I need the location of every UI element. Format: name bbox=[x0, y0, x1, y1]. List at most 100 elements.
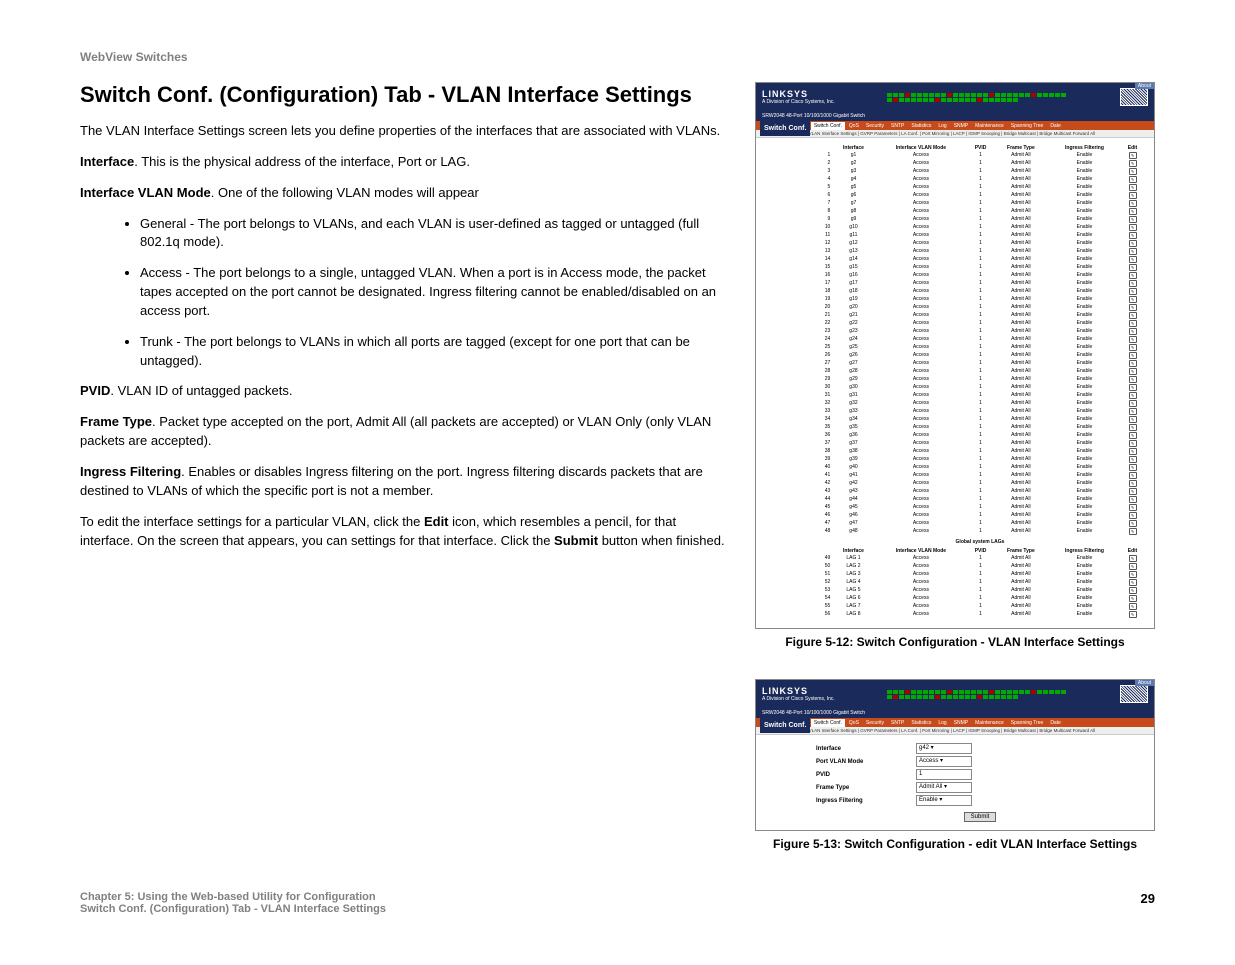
edit-icon[interactable]: ✎ bbox=[1129, 352, 1137, 359]
field-pvid: PVID 1 bbox=[816, 769, 1144, 780]
edit-icon[interactable]: ✎ bbox=[1129, 240, 1137, 247]
edit-icon[interactable]: ✎ bbox=[1129, 160, 1137, 167]
edit-icon[interactable]: ✎ bbox=[1129, 200, 1137, 207]
tab-date[interactable]: Date bbox=[1047, 719, 1064, 727]
table-row: 11g11Access1Admit AllEnable✎ bbox=[816, 231, 1144, 239]
tab-maintenance[interactable]: Maintenance bbox=[972, 719, 1007, 727]
edit-icon[interactable]: ✎ bbox=[1129, 376, 1137, 383]
edit-icon[interactable]: ✎ bbox=[1129, 192, 1137, 199]
tab-statistics[interactable]: Statistics bbox=[908, 122, 934, 130]
edit-icon[interactable]: ✎ bbox=[1129, 312, 1137, 319]
edit-icon[interactable]: ✎ bbox=[1129, 400, 1137, 407]
edit-icon[interactable]: ✎ bbox=[1129, 611, 1137, 618]
edit-icon[interactable]: ✎ bbox=[1129, 344, 1137, 351]
tab-date[interactable]: Date bbox=[1047, 122, 1064, 130]
edit-icon[interactable]: ✎ bbox=[1129, 360, 1137, 367]
edit-icon[interactable]: ✎ bbox=[1129, 152, 1137, 159]
edit-icon[interactable]: ✎ bbox=[1129, 448, 1137, 455]
edit-icon[interactable]: ✎ bbox=[1129, 456, 1137, 463]
ingress-filter-select[interactable]: Enable ▾ bbox=[916, 795, 972, 806]
main-tabs[interactable]: Sys. Info.IP Conf.Switch Conf.QoSSecurit… bbox=[756, 121, 1154, 130]
table-row: 17g17Access1Admit AllEnable✎ bbox=[816, 279, 1144, 287]
edit-icon[interactable]: ✎ bbox=[1129, 520, 1137, 527]
edit-icon[interactable]: ✎ bbox=[1129, 424, 1137, 431]
tab-maintenance[interactable]: Maintenance bbox=[972, 122, 1007, 130]
about-link[interactable]: About bbox=[1135, 680, 1154, 686]
main-tabs[interactable]: Sys. Info.IP Conf.Switch Conf.QoSSecurit… bbox=[756, 718, 1154, 727]
vlan-mode-select[interactable]: Access ▾ bbox=[916, 756, 972, 767]
table-row: 51LAG 3Access1Admit AllEnable✎ bbox=[816, 570, 1144, 578]
tab-security[interactable]: Security bbox=[863, 122, 887, 130]
edit-icon[interactable]: ✎ bbox=[1129, 320, 1137, 327]
edit-icon[interactable]: ✎ bbox=[1129, 408, 1137, 415]
side-nav-label: Switch Conf. bbox=[760, 121, 810, 136]
tab-spanning-tree[interactable]: Spanning Tree bbox=[1008, 122, 1047, 130]
edit-icon[interactable]: ✎ bbox=[1129, 432, 1137, 439]
tab-log[interactable]: Log bbox=[935, 122, 949, 130]
list-item: General - The port belongs to VLANs, and… bbox=[140, 215, 725, 253]
edit-icon[interactable]: ✎ bbox=[1129, 224, 1137, 231]
edit-icon[interactable]: ✎ bbox=[1129, 296, 1137, 303]
edit-icon[interactable]: ✎ bbox=[1129, 440, 1137, 447]
tab-spanning-tree[interactable]: Spanning Tree bbox=[1008, 719, 1047, 727]
sub-tabs[interactable]: Interface Conf. | VLAN | VLAN Interface … bbox=[756, 130, 1154, 138]
tab-sntp[interactable]: SNTP bbox=[888, 122, 907, 130]
edit-icon[interactable]: ✎ bbox=[1129, 579, 1137, 586]
edit-icon[interactable]: ✎ bbox=[1129, 603, 1137, 610]
edit-icon[interactable]: ✎ bbox=[1129, 368, 1137, 375]
edit-icon[interactable]: ✎ bbox=[1129, 232, 1137, 239]
edit-icon[interactable]: ✎ bbox=[1129, 288, 1137, 295]
table-row: 36g36Access1Admit AllEnable✎ bbox=[816, 431, 1144, 439]
tab-qos[interactable]: QoS bbox=[846, 719, 862, 727]
table-row: 41g41Access1Admit AllEnable✎ bbox=[816, 471, 1144, 479]
tab-switch-conf-[interactable]: Switch Conf. bbox=[811, 122, 845, 130]
edit-icon[interactable]: ✎ bbox=[1129, 280, 1137, 287]
edit-icon[interactable]: ✎ bbox=[1129, 264, 1137, 271]
edit-icon[interactable]: ✎ bbox=[1129, 472, 1137, 479]
tab-statistics[interactable]: Statistics bbox=[908, 719, 934, 727]
edit-icon[interactable]: ✎ bbox=[1129, 563, 1137, 570]
edit-icon[interactable]: ✎ bbox=[1129, 176, 1137, 183]
edit-icon[interactable]: ✎ bbox=[1129, 208, 1137, 215]
edit-icon[interactable]: ✎ bbox=[1129, 392, 1137, 399]
tab-sntp[interactable]: SNTP bbox=[888, 719, 907, 727]
edit-icon[interactable]: ✎ bbox=[1129, 488, 1137, 495]
edit-icon[interactable]: ✎ bbox=[1129, 248, 1137, 255]
table-row: 21g21Access1Admit AllEnable✎ bbox=[816, 311, 1144, 319]
edit-icon[interactable]: ✎ bbox=[1129, 304, 1137, 311]
edit-icon[interactable]: ✎ bbox=[1129, 555, 1137, 562]
tab-snmp[interactable]: SNMP bbox=[951, 719, 971, 727]
edit-icon[interactable]: ✎ bbox=[1129, 480, 1137, 487]
edit-icon[interactable]: ✎ bbox=[1129, 528, 1137, 535]
tab-security[interactable]: Security bbox=[863, 719, 887, 727]
lag-table: InterfaceInterface VLAN ModePVIDFrame Ty… bbox=[816, 547, 1144, 618]
figure-5-13-caption: Figure 5-13: Switch Configuration - edit… bbox=[755, 837, 1155, 851]
edit-icon[interactable]: ✎ bbox=[1129, 416, 1137, 423]
edit-icon[interactable]: ✎ bbox=[1129, 168, 1137, 175]
edit-icon[interactable]: ✎ bbox=[1129, 504, 1137, 511]
edit-icon[interactable]: ✎ bbox=[1129, 216, 1137, 223]
edit-icon[interactable]: ✎ bbox=[1129, 464, 1137, 471]
tab-qos[interactable]: QoS bbox=[846, 122, 862, 130]
frame-type-select[interactable]: Admit All ▾ bbox=[916, 782, 972, 793]
submit-button[interactable]: Submit bbox=[964, 812, 997, 822]
tab-switch-conf-[interactable]: Switch Conf. bbox=[811, 719, 845, 727]
edit-icon[interactable]: ✎ bbox=[1129, 328, 1137, 335]
edit-icon[interactable]: ✎ bbox=[1129, 384, 1137, 391]
edit-icon[interactable]: ✎ bbox=[1129, 256, 1137, 263]
edit-icon[interactable]: ✎ bbox=[1129, 512, 1137, 519]
edit-icon[interactable]: ✎ bbox=[1129, 587, 1137, 594]
edit-icon[interactable]: ✎ bbox=[1129, 496, 1137, 503]
field-interface: Interface g42 ▾ bbox=[816, 743, 1144, 754]
edit-icon[interactable]: ✎ bbox=[1129, 571, 1137, 578]
sub-tabs[interactable]: Interface Conf. | VLAN | VLAN Interface … bbox=[756, 727, 1154, 735]
pvid-input[interactable]: 1 bbox=[916, 769, 972, 780]
edit-icon[interactable]: ✎ bbox=[1129, 184, 1137, 191]
edit-icon[interactable]: ✎ bbox=[1129, 595, 1137, 602]
about-link[interactable]: About bbox=[1135, 83, 1154, 89]
tab-log[interactable]: Log bbox=[935, 719, 949, 727]
edit-icon[interactable]: ✎ bbox=[1129, 272, 1137, 279]
edit-icon[interactable]: ✎ bbox=[1129, 336, 1137, 343]
tab-snmp[interactable]: SNMP bbox=[951, 122, 971, 130]
interface-select[interactable]: g42 ▾ bbox=[916, 743, 972, 754]
